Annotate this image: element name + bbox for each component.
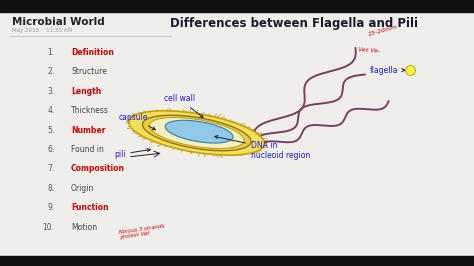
Text: capsule: capsule — [118, 113, 155, 130]
Ellipse shape — [129, 111, 264, 155]
Text: Found in: Found in — [71, 145, 104, 154]
Text: Number: Number — [71, 126, 106, 135]
Text: 3.: 3. — [47, 87, 55, 96]
Text: 5.: 5. — [47, 126, 55, 135]
Text: Origin: Origin — [71, 184, 94, 193]
Text: 10.: 10. — [43, 223, 55, 232]
Ellipse shape — [165, 120, 233, 143]
Text: Microbial World: Microbial World — [12, 17, 105, 27]
Text: Vet Ve-: Vet Ve- — [358, 47, 381, 54]
Text: Composition: Composition — [71, 164, 125, 173]
Text: Length: Length — [71, 87, 101, 96]
Ellipse shape — [149, 118, 244, 148]
Text: Definition: Definition — [71, 48, 114, 57]
Text: Motion: Motion — [71, 223, 97, 232]
Text: 15-20mm: 15-20mm — [367, 24, 398, 37]
Text: flagella: flagella — [370, 66, 405, 75]
Ellipse shape — [143, 115, 251, 151]
Text: 4.: 4. — [47, 106, 55, 115]
Text: cell wall: cell wall — [164, 94, 203, 118]
Text: 1.: 1. — [47, 48, 55, 57]
Text: Function: Function — [71, 203, 109, 212]
Text: 6.: 6. — [47, 145, 55, 154]
Text: pili: pili — [114, 148, 150, 159]
Text: 2.: 2. — [47, 67, 55, 76]
Text: 9.: 9. — [47, 203, 55, 212]
Text: May 2018    11:33 AM: May 2018 11:33 AM — [12, 28, 72, 33]
Text: DNA in
nucleoid region: DNA in nucleoid region — [215, 136, 310, 160]
Text: Structure: Structure — [71, 67, 107, 76]
Text: 7.: 7. — [47, 164, 55, 173]
Text: Differences between Flagella and Pili: Differences between Flagella and Pili — [170, 17, 418, 30]
Text: 8.: 8. — [47, 184, 55, 193]
Text: fibrous 3 strands
protein Vet: fibrous 3 strands protein Vet — [118, 223, 166, 240]
Text: Thickness: Thickness — [71, 106, 109, 115]
